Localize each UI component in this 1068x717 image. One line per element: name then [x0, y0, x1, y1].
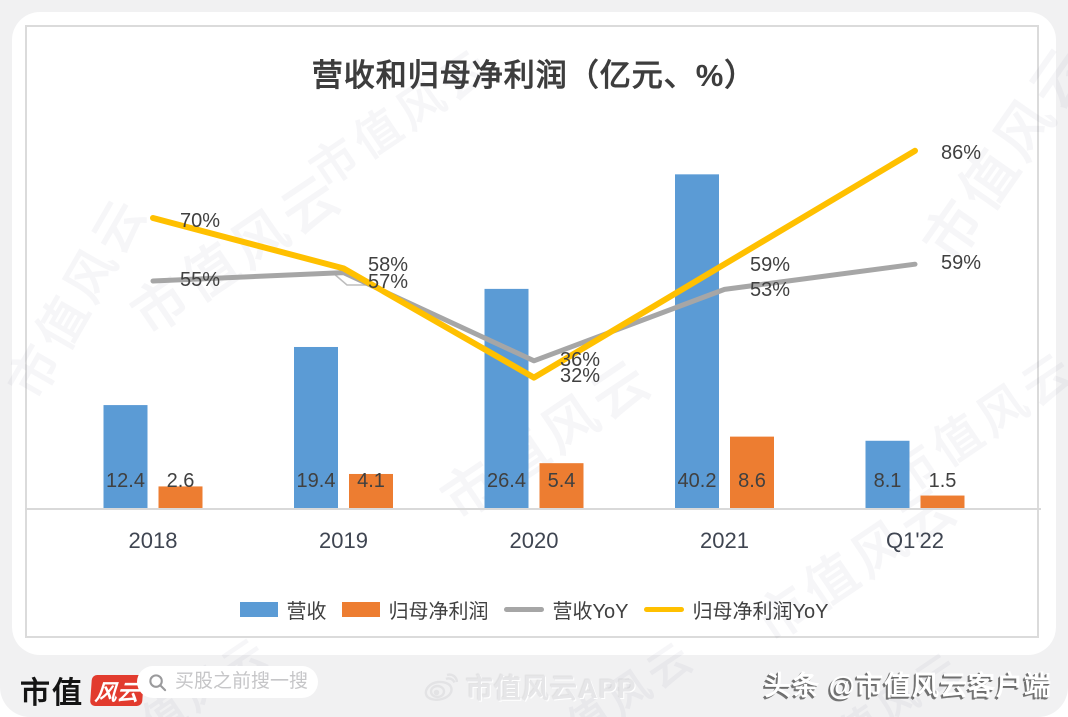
chart-card: 营收和归母净利润（亿元、%） 营收 归母净利润 营收YoY 归母净利润YoY	[12, 12, 1056, 655]
search-box[interactable]	[137, 666, 318, 698]
legend-item-net-profit-yoy: 归母净利润YoY	[643, 595, 829, 624]
chart-legend: 营收 归母净利润 营收YoY 归母净利润YoY	[12, 595, 1056, 624]
brand-name: 市值	[20, 677, 84, 710]
app-watermark-label: 市值风云APP	[466, 674, 637, 704]
chart-title: 营收和归母净利润（亿元、%）	[311, 58, 757, 93]
legend-item-revenue-yoy: 营收YoY	[503, 595, 629, 624]
legend-label-revenue: 营收	[286, 601, 327, 623]
plot-border	[25, 25, 1039, 638]
weibo-icon	[424, 672, 458, 701]
brand-badge: 风云	[89, 674, 145, 706]
revenue-swatch	[239, 602, 278, 617]
search-icon	[149, 673, 167, 691]
legend-item-revenue: 营收	[239, 595, 327, 624]
net-profit-yoy-swatch	[643, 607, 684, 612]
brand-logo: 市值 风云	[20, 668, 145, 712]
net-profit-swatch	[341, 602, 380, 617]
app-watermark: 市值风云APP	[424, 667, 637, 706]
legend-label-revenue-yoy: 营收YoY	[552, 601, 629, 623]
legend-item-net-profit: 归母净利润	[341, 595, 489, 624]
legend-label-net-profit: 归母净利润	[388, 601, 489, 623]
toutiao-watermark: 头条 @市值风云客户端	[764, 671, 1052, 701]
search-input[interactable]	[175, 671, 315, 693]
legend-label-net-profit-yoy: 归母净利润YoY	[692, 601, 829, 623]
footer-bar: 市值 风云 市值风云APP 头条 @市值风云客户端	[0, 655, 1068, 717]
revenue-yoy-swatch	[503, 607, 544, 612]
